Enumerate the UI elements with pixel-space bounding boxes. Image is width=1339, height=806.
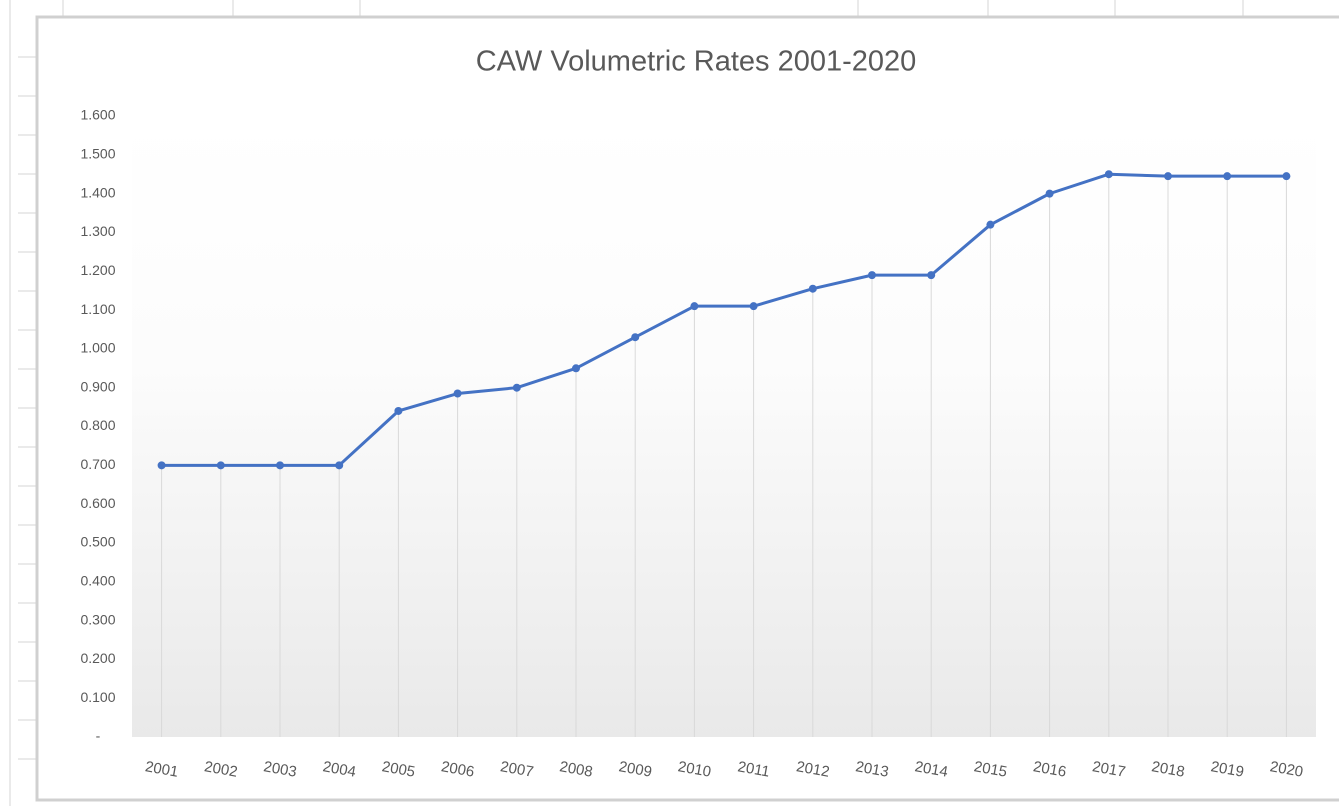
x-tick-label: 2010	[677, 758, 713, 781]
y-tick-label: 1.600	[80, 107, 115, 123]
data-point	[216, 461, 225, 470]
x-tick-label: 2001	[144, 758, 180, 781]
data-point	[749, 302, 758, 311]
plot-area	[132, 116, 1316, 737]
y-tick-label: 0.800	[80, 417, 115, 433]
x-tick-label: 2005	[381, 758, 417, 781]
data-point	[927, 271, 936, 280]
data-point	[986, 220, 995, 229]
x-tick-label: 2019	[1209, 758, 1245, 781]
y-tick-label: 0.400	[80, 572, 115, 588]
y-tick-label: 0.300	[80, 611, 115, 627]
data-point	[335, 461, 344, 470]
x-tick-label: 2014	[913, 758, 949, 781]
series-line	[161, 172, 1287, 467]
y-tick-label: 1.000	[80, 340, 115, 356]
y-tick-label: 1.500	[80, 146, 115, 162]
sheet-grid	[9, 0, 1244, 806]
x-tick-label: 2017	[1091, 758, 1127, 781]
data-point	[512, 383, 521, 392]
y-tick-label: 1.400	[80, 184, 115, 200]
y-tick-label: 1.200	[80, 262, 115, 278]
y-tick-label: 0.600	[80, 495, 115, 511]
data-point	[572, 364, 580, 373]
y-tick-label: 1.100	[80, 301, 115, 317]
x-tick-label: 2016	[1032, 758, 1068, 781]
chart-title: CAW Volumetric Rates 2001-2020	[476, 46, 917, 78]
x-tick-label: 2011	[736, 758, 771, 780]
x-tick-label: 2020	[1269, 758, 1305, 781]
data-point	[631, 333, 640, 342]
y-tick-label: 0.200	[80, 650, 115, 666]
x-tick-label: 2007	[499, 758, 535, 781]
data-point	[1104, 170, 1113, 179]
x-tick-label: 2013	[854, 758, 890, 781]
y-tick-label: 0.100	[80, 689, 115, 705]
data-point	[1164, 172, 1172, 181]
data-point	[157, 461, 166, 470]
x-tick-label: 2009	[617, 758, 653, 781]
data-point	[868, 271, 876, 280]
data-point	[394, 406, 403, 415]
y-tick-label: 0.900	[80, 378, 115, 394]
x-tick-label: 2012	[795, 758, 831, 781]
x-tick-label: 2015	[973, 758, 1009, 781]
y-tick-label: 0.700	[80, 456, 115, 472]
data-point	[808, 284, 817, 293]
x-tick-label: 2006	[440, 758, 476, 781]
y-tick-label: 1.300	[80, 223, 115, 239]
y-tick-label: 0.500	[80, 534, 115, 550]
data-point	[690, 302, 699, 311]
x-tick-label: 2003	[262, 758, 298, 781]
x-tick-label: 2018	[1150, 758, 1186, 781]
x-tick-label: 2002	[203, 758, 239, 781]
y-tick-label: -	[96, 728, 101, 744]
x-tick-label: 2004	[321, 758, 357, 781]
data-point	[1045, 189, 1054, 198]
data-point	[1223, 172, 1232, 181]
data-point	[276, 461, 284, 470]
x-tick-label: 2008	[558, 758, 594, 781]
data-point	[1282, 172, 1291, 181]
data-point	[453, 389, 462, 398]
